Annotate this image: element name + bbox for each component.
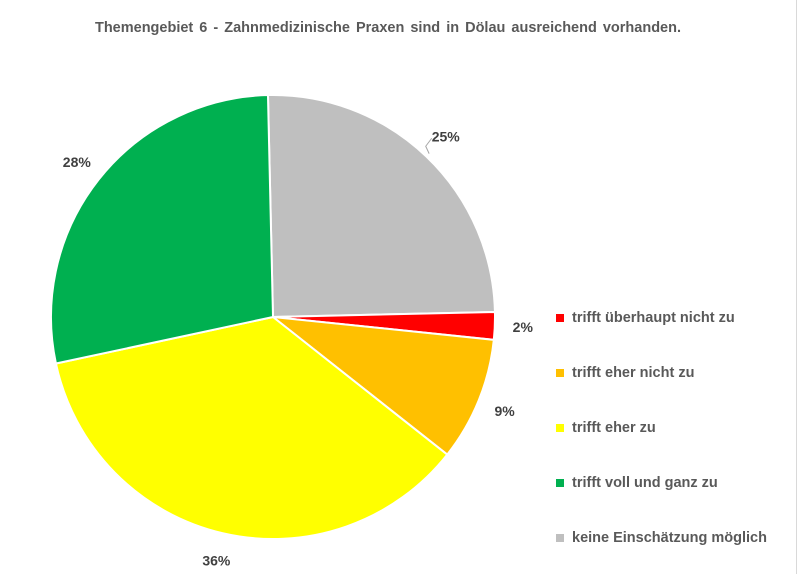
legend-label: trifft eher zu	[572, 419, 656, 436]
data-label: 25%	[432, 128, 461, 144]
legend-swatch	[556, 313, 564, 322]
legend-label: trifft eher nicht zu	[572, 364, 695, 381]
data-label: 2%	[513, 319, 534, 335]
legend-item: trifft eher zu	[556, 400, 767, 455]
data-label: 28%	[63, 154, 92, 170]
leader-line	[425, 137, 433, 154]
legend-label: trifft überhaupt nicht zu	[572, 309, 735, 326]
legend-item: keine Einschätzung möglich	[556, 510, 767, 565]
chart-title: Themengebiet 6 - Zahnmedizinische Praxen…	[94, 20, 682, 36]
legend-swatch	[556, 368, 564, 377]
legend-label: keine Einschätzung möglich	[572, 529, 767, 546]
legend: trifft überhaupt nicht zu trifft eher nic…	[556, 290, 767, 565]
pie-slice-3	[54, 315, 449, 540]
pie-slice-4	[50, 94, 275, 365]
legend-swatch	[556, 423, 564, 432]
legend-item: trifft voll und ganz zu	[556, 455, 767, 510]
legend-label: trifft voll und ganz zu	[572, 474, 718, 491]
legend-item: trifft eher nicht zu	[556, 345, 767, 400]
legend-swatch	[556, 533, 564, 542]
pie-slice-2	[269, 315, 495, 456]
pie-slice-0	[266, 94, 496, 319]
legend-item: trifft überhaupt nicht zu	[556, 290, 767, 345]
legend-swatch	[556, 478, 564, 487]
data-label: 9%	[495, 403, 516, 419]
data-label: 36%	[202, 552, 231, 568]
